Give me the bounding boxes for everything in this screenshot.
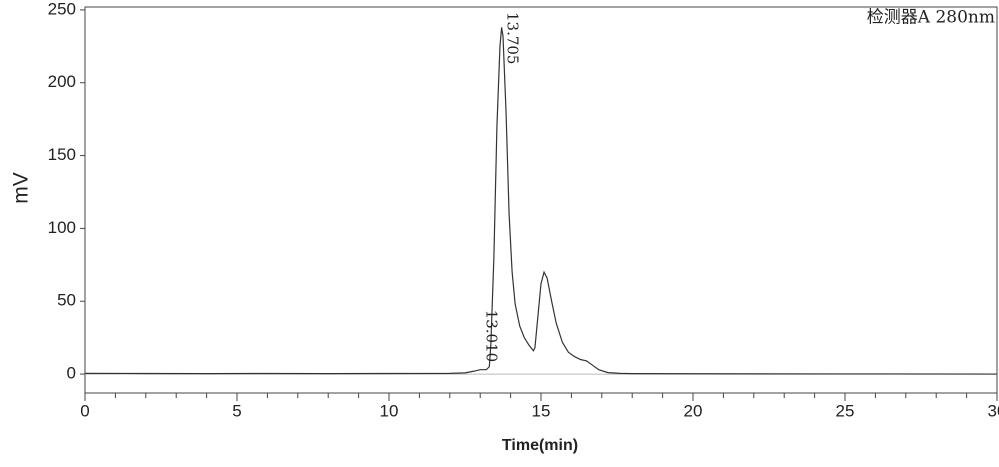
x-tick-label: 30 (988, 401, 999, 420)
x-tick-label: 10 (380, 401, 399, 420)
detector-label: 检测器A 280nm (867, 8, 995, 28)
y-tick-label: 150 (48, 145, 76, 164)
x-tick-label: 25 (836, 401, 855, 420)
x-tick-label: 20 (684, 401, 703, 420)
y-tick-label: 200 (48, 72, 76, 91)
y-tick-label: 250 (48, 0, 76, 18)
y-axis-title: mV (10, 172, 33, 204)
y-tick-label: 0 (67, 364, 76, 383)
x-axis-title: Time(min) (502, 437, 578, 454)
peak-label: 13.010 (483, 310, 501, 363)
x-tick-label: 15 (532, 401, 551, 420)
y-tick-label: 100 (48, 218, 76, 237)
trace (84, 27, 998, 375)
peak-label: 13.705 (504, 12, 522, 64)
plot-frame (84, 6, 998, 394)
x-tick-label: 5 (232, 401, 241, 420)
x-tick-label: 0 (80, 401, 89, 420)
y-tick-label: 50 (57, 291, 76, 310)
